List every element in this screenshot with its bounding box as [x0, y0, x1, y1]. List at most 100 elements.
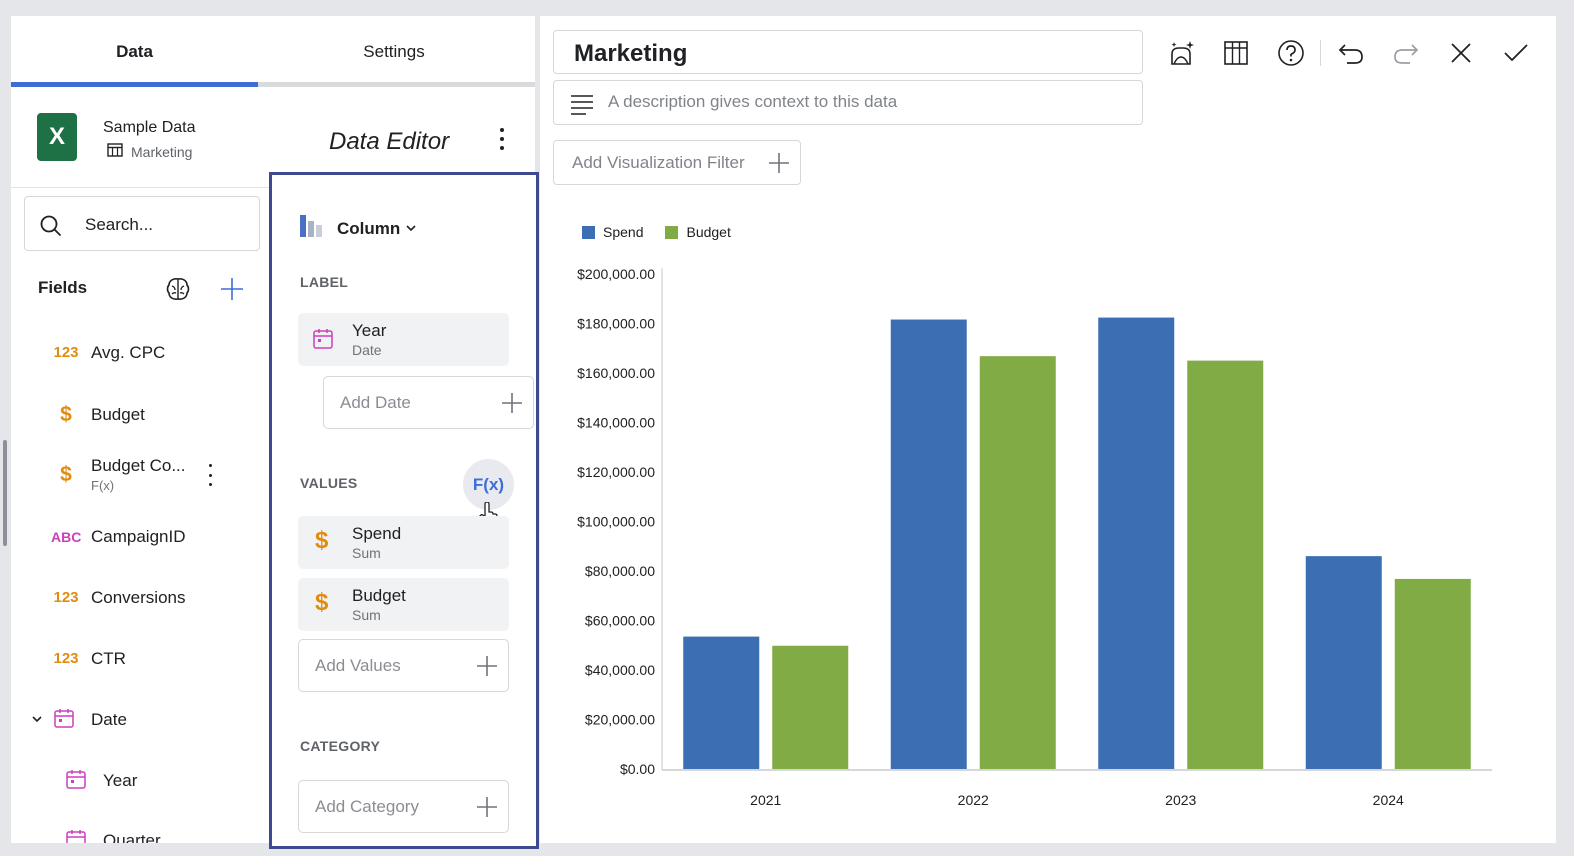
legend-item-spend[interactable]: Spend — [582, 224, 643, 240]
calendar-icon — [65, 768, 87, 795]
plus-icon — [501, 392, 523, 419]
calendar-icon — [53, 707, 75, 734]
y-tick-label: $140,000.00 — [577, 415, 655, 431]
value-field-pill-budget[interactable]: $ Budget Sum — [298, 578, 509, 631]
currency-icon: $ — [315, 527, 329, 554]
tab-track — [11, 82, 535, 87]
data-source[interactable]: X Sample Data Marketing — [11, 88, 269, 188]
number-type-icon: 123 — [53, 589, 79, 606]
text-lines-icon — [570, 93, 594, 120]
tab-settings[interactable]: Settings — [363, 42, 425, 61]
y-tick-label: $180,000.00 — [577, 316, 655, 332]
bar-spend-2021[interactable] — [683, 636, 760, 769]
field-item-avg-cpc[interactable]: 123 Avg. CPC — [11, 328, 269, 376]
legend-item-budget[interactable]: Budget — [665, 224, 731, 240]
plus-icon — [476, 655, 498, 682]
y-tick-label: $60,000.00 — [585, 613, 655, 629]
visualization-editor: Column LABEL Year Date Add Date VALUES F… — [269, 172, 539, 849]
label-field-pill[interactable]: Year Date — [298, 313, 509, 366]
confirm-check-icon[interactable] — [1499, 36, 1533, 70]
visualization-panel: Marketing A description gives context to… — [540, 16, 1556, 843]
brain-icon[interactable] — [164, 275, 192, 308]
pill-sublabel: Sum — [352, 545, 381, 561]
legend-label: Budget — [686, 224, 731, 240]
field-item-budget-calculated[interactable]: $ Budget Co... F(x) — [11, 450, 269, 498]
tab-data[interactable]: Data — [116, 42, 153, 61]
add-values-label: Add Values — [315, 656, 401, 675]
ai-insights-icon[interactable] — [1164, 36, 1198, 70]
pill-label: Budget — [352, 586, 406, 605]
search-icon — [39, 214, 63, 243]
editor-title: Data Editor — [329, 128, 450, 155]
bar-spend-2024[interactable] — [1305, 556, 1382, 769]
plus-icon — [768, 152, 790, 179]
y-tick-label: $80,000.00 — [585, 563, 655, 579]
field-item-date[interactable]: Date — [11, 695, 269, 743]
field-item-quarter[interactable]: Quarter — [11, 816, 269, 843]
value-field-pill-spend[interactable]: $ Spend Sum — [298, 516, 509, 569]
add-field-icon[interactable] — [220, 277, 244, 306]
number-type-icon: 123 — [53, 650, 79, 667]
add-values-button[interactable]: Add Values — [298, 639, 509, 692]
add-visualization-filter-button[interactable]: Add Visualization Filter — [553, 140, 801, 185]
add-category-button[interactable]: Add Category — [298, 780, 509, 833]
undo-icon[interactable] — [1334, 36, 1368, 70]
y-tick-label: $20,000.00 — [585, 712, 655, 728]
search-input[interactable]: Search... — [24, 196, 260, 251]
field-item-budget[interactable]: $ Budget — [11, 390, 269, 438]
redo-icon[interactable] — [1389, 36, 1423, 70]
toolbar-separator — [1320, 40, 1321, 66]
field-label: Budget Co... — [91, 456, 186, 475]
bar-spend-2022[interactable] — [890, 319, 967, 769]
y-tick-label: $100,000.00 — [577, 514, 655, 530]
field-item-conversions[interactable]: 123 Conversions — [11, 573, 269, 621]
currency-icon: $ — [315, 589, 329, 616]
filter-button-label: Add Visualization Filter — [572, 153, 745, 172]
bar-spend-2023[interactable] — [1098, 317, 1175, 769]
bar-budget-2024[interactable] — [1394, 578, 1471, 769]
field-formula-badge: F(x) — [91, 478, 115, 493]
fields-scrollbar[interactable] — [3, 440, 7, 546]
visualization-title-input[interactable]: Marketing — [553, 30, 1143, 74]
field-label: CampaignID — [91, 527, 186, 546]
formula-button[interactable]: F(x) — [463, 459, 514, 510]
table-view-icon[interactable] — [1219, 36, 1253, 70]
field-options-icon[interactable] — [207, 464, 213, 486]
chevron-down-icon[interactable] — [31, 712, 43, 730]
x-tick-label: 2023 — [1165, 792, 1196, 808]
text-type-icon: ABC — [51, 529, 82, 545]
field-item-ctr[interactable]: 123 CTR — [11, 634, 269, 682]
pill-label: Spend — [352, 524, 402, 543]
y-tick-label: $40,000.00 — [585, 662, 655, 678]
legend-label: Spend — [603, 224, 644, 240]
field-item-year[interactable]: Year — [11, 756, 269, 804]
close-icon[interactable] — [1444, 36, 1478, 70]
x-tick-label: 2021 — [750, 792, 781, 808]
pill-sublabel: Sum — [352, 607, 381, 623]
pill-sublabel: Date — [352, 342, 382, 358]
plus-icon — [476, 796, 498, 823]
legend-swatch-budget — [665, 225, 679, 239]
panel-tabs: Data Settings — [11, 16, 535, 88]
description-input[interactable]: A description gives context to this data — [553, 80, 1143, 125]
field-label: Conversions — [91, 588, 186, 607]
bar-budget-2021[interactable] — [772, 645, 849, 769]
chart-canvas: $0.00 $20,000.00 $40,000.00 $60,000.00 $80,0… — [577, 266, 1492, 808]
number-type-icon: 123 — [53, 344, 79, 361]
active-tab-indicator — [11, 82, 258, 87]
calendar-icon — [312, 327, 334, 356]
add-date-button[interactable]: Add Date — [323, 376, 534, 429]
chart-legend: Spend Budget — [582, 224, 731, 240]
help-icon[interactable] — [1274, 36, 1308, 70]
description-placeholder: A description gives context to this data — [608, 92, 898, 111]
excel-icon: X — [37, 113, 77, 161]
bar-budget-2022[interactable] — [979, 356, 1056, 769]
chart-type-label: Column — [337, 218, 401, 238]
fields-header: Fields — [38, 278, 88, 297]
chart-type-selector[interactable]: Column — [299, 213, 417, 244]
more-options-icon[interactable] — [495, 126, 509, 152]
column-chart: Spend Budget $0.00 $20,000.00 $40,000.00 $6… — [540, 211, 1556, 843]
field-item-campaignid[interactable]: ABC CampaignID — [11, 512, 269, 560]
column-chart-icon — [299, 213, 327, 244]
bar-budget-2023[interactable] — [1187, 360, 1264, 769]
